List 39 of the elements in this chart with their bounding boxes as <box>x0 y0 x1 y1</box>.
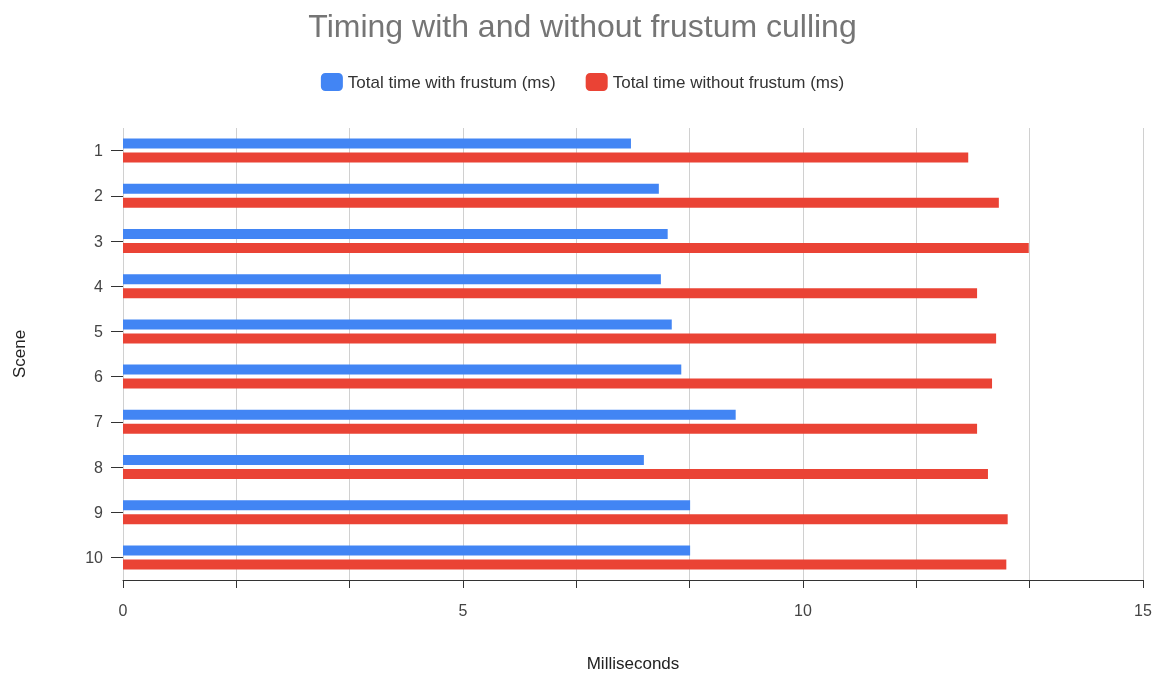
bar <box>123 364 682 375</box>
bar <box>123 288 978 299</box>
y-tick-label: 3 <box>94 232 104 250</box>
bar <box>123 469 988 479</box>
bar <box>123 183 659 194</box>
y-axis-title: Scene <box>10 329 29 379</box>
bar <box>123 243 1029 253</box>
y-tick-label: 9 <box>94 503 104 521</box>
bar <box>123 455 644 465</box>
x-tick-label: 5 <box>458 601 468 619</box>
x-tick-label: 10 <box>794 601 812 619</box>
y-tick-label: 6 <box>94 368 104 386</box>
bar <box>123 409 736 420</box>
bar <box>123 319 672 330</box>
y-tick-label: 7 <box>94 413 104 431</box>
y-tick-label: 1 <box>94 142 104 160</box>
y-tick-label: 2 <box>94 187 104 205</box>
legend-label: Total time without frustum (ms) <box>612 72 845 92</box>
x-tick-label: 0 <box>118 601 128 619</box>
bar <box>123 274 661 285</box>
bar <box>123 378 993 389</box>
bar <box>123 229 668 239</box>
bar <box>123 333 997 344</box>
legend-label: Total time with frustum (ms) <box>347 72 556 92</box>
bar <box>123 423 978 434</box>
x-axis-title: Milliseconds <box>586 654 680 673</box>
bar <box>123 152 969 163</box>
bar <box>123 545 691 556</box>
y-tick-label: 4 <box>94 277 104 295</box>
y-tick-label: 10 <box>85 548 104 566</box>
y-tick-label: 8 <box>94 458 104 476</box>
bar <box>123 138 631 149</box>
x-tick-label: 15 <box>1134 601 1152 619</box>
y-tick-label: 5 <box>94 322 104 340</box>
bar <box>123 514 1008 525</box>
bar <box>123 559 1007 570</box>
chart-title: Timing with and without frustum culling <box>308 8 857 44</box>
bar <box>123 500 691 511</box>
bar <box>123 197 999 208</box>
